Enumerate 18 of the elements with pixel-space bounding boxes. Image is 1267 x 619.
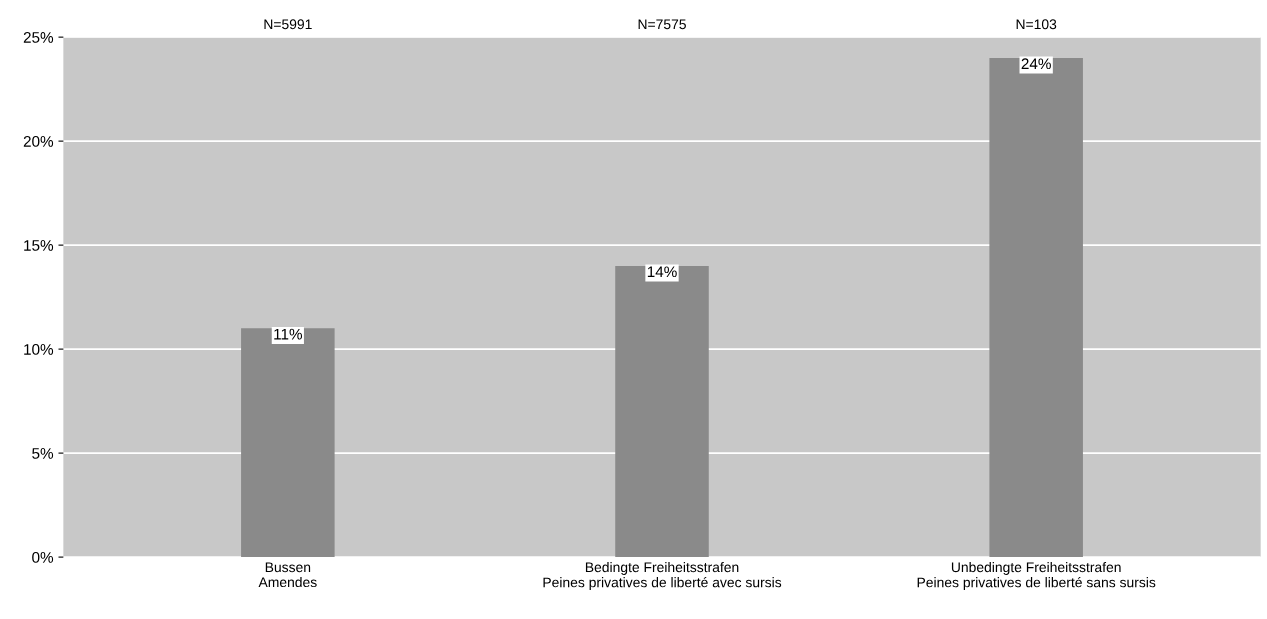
bar [989,57,1083,558]
x-tick-label: Bussen Amendes [258,562,317,588]
data-label: 11% [274,328,303,340]
x-tick-label: Unbedingte Freiheitsstrafen Peines privatives de liberté sans sursis [917,561,1156,591]
data-label: 24% [1021,58,1051,70]
y-tick-label: 15% [24,240,54,251]
y-tick-label: 25% [23,32,54,43]
y-tick-label: 10% [24,343,54,355]
y-tick-label: 20% [23,136,54,147]
text: N=103 [1016,19,1057,30]
bar [615,265,709,558]
y-tick-label: 0% [32,551,54,563]
x-tick-label: Bedingte Freiheitsstrafen Peines privatives de liberté avec sursis [543,561,782,591]
y-tick-label: 5% [32,448,54,459]
data-label: 14% [647,266,677,278]
text: N=5991 [264,19,312,30]
text: N=7575 [638,19,686,30]
bar [241,328,335,558]
